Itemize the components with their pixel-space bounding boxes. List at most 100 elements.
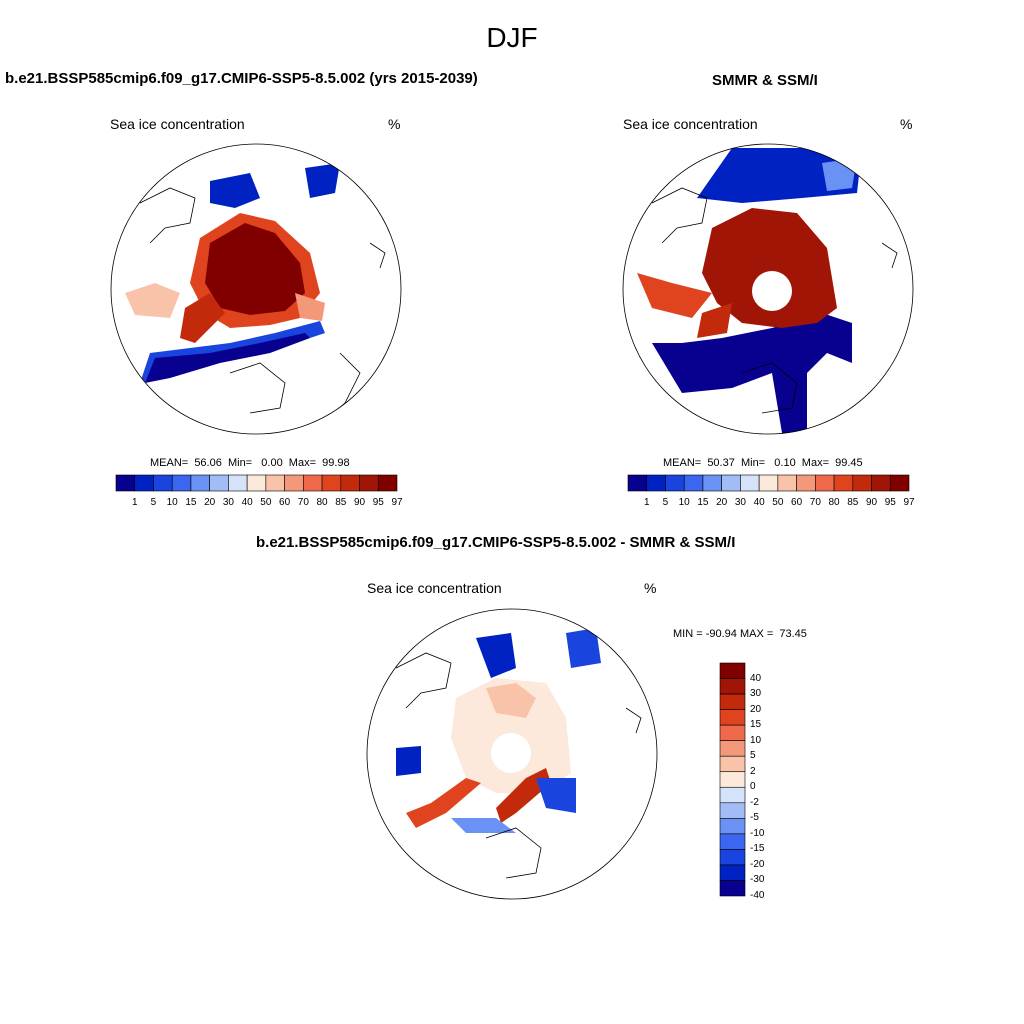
colorbar-tick-label: 2 — [750, 765, 756, 777]
colorbar-tick-label: 20 — [750, 703, 762, 715]
colorbar-swatch — [665, 474, 685, 492]
colorbar-swatch — [683, 474, 704, 492]
colorbar-swatch — [719, 755, 746, 773]
colorbar-tick-label: 15 — [750, 719, 762, 731]
colorbar-swatch — [740, 474, 760, 492]
colorbar-swatch — [719, 833, 746, 850]
colorbar-tick-label: 1 — [131, 497, 138, 508]
diff-variable-label: Sea ice concentration — [367, 580, 502, 596]
page-title: DJF — [486, 22, 538, 53]
colorbar-tick-label: 1 — [643, 497, 650, 508]
colorbar-tick-label: 70 — [297, 497, 309, 508]
colorbar-tick-label: 90 — [865, 497, 878, 508]
colorbar-tick-label: -20 — [750, 858, 765, 870]
model-unit-label: % — [388, 116, 401, 132]
colorbar-tick-label: 95 — [372, 497, 384, 508]
colorbar-tick-label: 20 — [204, 497, 216, 508]
colorbar-swatch — [719, 662, 746, 679]
diff-stats: MIN = -90.94 MAX = 73.45 — [673, 628, 807, 640]
model-colorbar — [115, 474, 398, 492]
colorbar-tick-label: -10 — [750, 827, 765, 839]
colorbar-tick-label: 60 — [791, 497, 803, 508]
colorbar-tick-label: 5 — [150, 497, 157, 508]
colorbar-tick-label: 97 — [391, 497, 403, 508]
colorbar-swatch — [815, 474, 835, 492]
colorbar-swatch — [190, 474, 210, 492]
colorbar-tick-label: 50 — [260, 497, 272, 508]
colorbar-tick-label: 80 — [828, 497, 840, 508]
colorbar-tick-label: 20 — [716, 497, 728, 508]
colorbar-swatch — [719, 802, 746, 819]
diff-unit-label: % — [644, 580, 657, 596]
model-stats: MEAN= 56.06 Min= 0.00 Max= 99.98 — [150, 457, 350, 469]
obs-panel-title: SMMR & SSM/I — [712, 72, 818, 89]
colorbar-tick-label: 0 — [750, 781, 756, 793]
colorbar-tick-label: 40 — [753, 497, 765, 508]
colorbar-swatch — [719, 678, 746, 695]
model-panel-title: b.e21.BSSP585cmip6.f09_g17.CMIP6-SSP5-8.… — [5, 70, 478, 87]
colorbar-swatch — [171, 474, 192, 492]
colorbar-tick-label: 80 — [316, 497, 328, 508]
colorbar-tick-label: 90 — [353, 497, 366, 508]
obs-stats: MEAN= 50.37 Min= 0.10 Max= 99.45 — [663, 457, 863, 469]
colorbar-tick-label: 40 — [750, 672, 762, 684]
colorbar-tick-label: -5 — [750, 812, 759, 824]
colorbar-swatch — [246, 474, 267, 492]
colorbar-tick-label: -2 — [750, 796, 759, 808]
colorbar-swatch — [719, 880, 746, 897]
obs-colorbar — [627, 474, 910, 492]
diff-panel-title: b.e21.BSSP585cmip6.f09_g17.CMIP6-SSP5-8.… — [256, 534, 736, 551]
obs-colorbar-labels: 1 5 10 15 20 30 40 50 60 70 80 85 90 95 97 — [628, 497, 915, 511]
colorbar-tick-label: 60 — [279, 497, 291, 508]
colorbar-swatch — [627, 474, 648, 492]
colorbar-swatch — [719, 709, 746, 726]
colorbar-swatch — [777, 474, 797, 492]
colorbar-tick-label: 30 — [222, 497, 234, 508]
obs-variable-label: Sea ice concentration — [623, 116, 758, 132]
colorbar-swatch — [719, 864, 746, 881]
colorbar-tick-label: 10 — [750, 734, 762, 746]
colorbar-swatch — [719, 849, 746, 866]
colorbar-swatch — [284, 474, 304, 492]
colorbar-swatch — [719, 818, 746, 835]
colorbar-swatch — [719, 771, 746, 788]
model-colorbar-labels: 1 5 10 15 20 30 40 50 60 70 80 85 90 95 97 — [116, 497, 403, 511]
colorbar-tick-label: 5 — [750, 750, 756, 762]
colorbar-swatch — [719, 786, 746, 804]
diff-colorbar-labels: 40 30 20 15 10 5 2 0 -2 -5 -10 -15 -20 -30 -40 — [750, 663, 790, 901]
colorbar-tick-label: 40 — [241, 497, 253, 508]
colorbar-swatch — [702, 474, 722, 492]
colorbar-tick-label: -30 — [750, 874, 765, 886]
colorbar-swatch — [265, 474, 285, 492]
colorbar-swatch — [796, 474, 816, 492]
colorbar-swatch — [721, 474, 741, 492]
colorbar-swatch — [321, 474, 342, 492]
colorbar-swatch — [719, 724, 746, 741]
diff-colorbar — [719, 662, 746, 897]
colorbar-swatch — [377, 474, 398, 492]
obs-polar-map — [622, 143, 914, 435]
colorbar-tick-label: 97 — [903, 497, 915, 508]
colorbar-swatch — [758, 474, 779, 492]
colorbar-tick-label: 95 — [884, 497, 896, 508]
colorbar-tick-label: 15 — [185, 497, 197, 508]
colorbar-swatch — [115, 474, 136, 492]
colorbar-swatch — [303, 474, 323, 492]
obs-unit-label: % — [900, 116, 913, 132]
colorbar-swatch — [228, 474, 248, 492]
colorbar-tick-label: 85 — [847, 497, 859, 508]
colorbar-swatch — [852, 474, 872, 492]
colorbar-swatch — [153, 474, 173, 492]
diff-polar-map — [366, 608, 658, 900]
colorbar-tick-label: 10 — [166, 497, 178, 508]
colorbar-tick-label: -40 — [750, 890, 765, 901]
colorbar-tick-label: 30 — [750, 688, 762, 700]
colorbar-swatch — [359, 474, 379, 492]
colorbar-swatch — [719, 693, 746, 710]
colorbar-swatch — [646, 474, 666, 492]
model-variable-label: Sea ice concentration — [110, 116, 245, 132]
colorbar-swatch — [871, 474, 891, 492]
colorbar-tick-label: 15 — [697, 497, 709, 508]
colorbar-tick-label: -15 — [750, 843, 765, 855]
colorbar-tick-label: 70 — [809, 497, 821, 508]
